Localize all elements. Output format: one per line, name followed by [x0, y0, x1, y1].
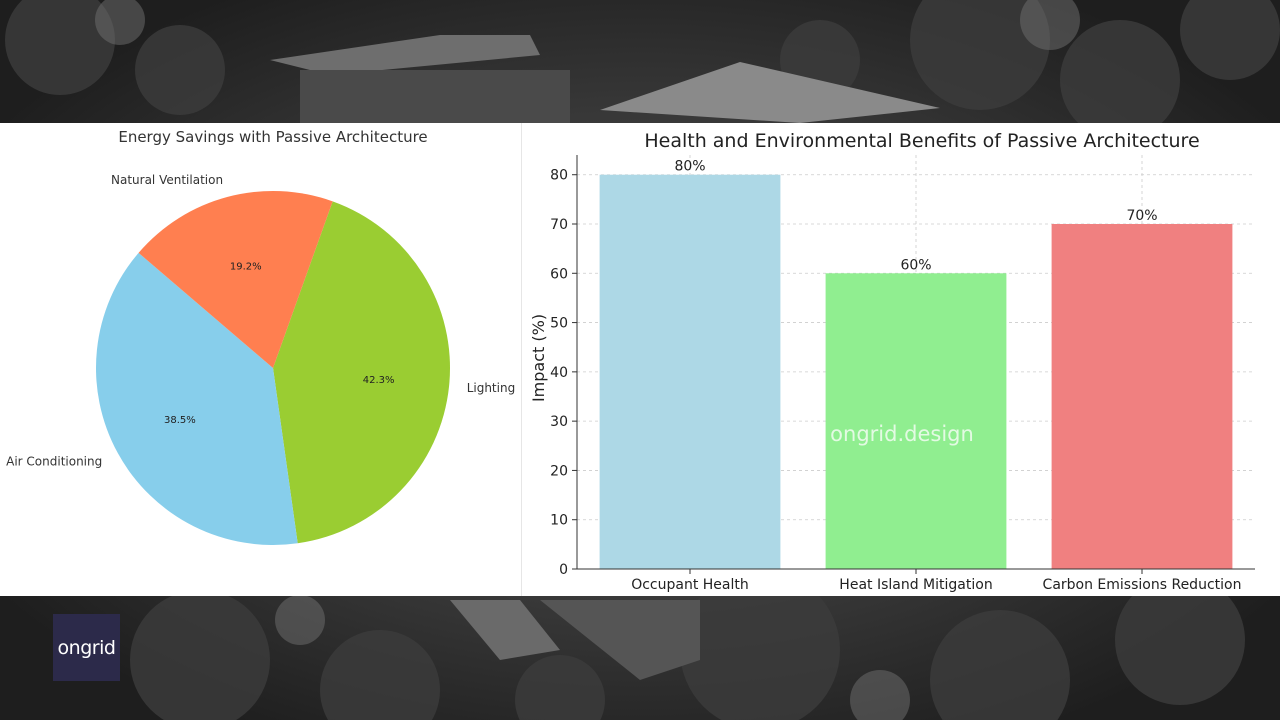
ongrid-logo-text: ongrid [57, 636, 116, 659]
bar-y-tick-label: 20 [550, 463, 568, 479]
bar-y-tick-label: 60 [550, 266, 568, 282]
bar-carbon-emissions-reduction [1051, 224, 1233, 569]
ongrid-logo: ongrid [53, 614, 120, 681]
bar-chart-title: Health and Environmental Benefits of Pas… [644, 130, 1199, 152]
bar-heat-island-mitigation [825, 273, 1007, 569]
bar-y-tick-label: 10 [550, 513, 568, 529]
bar-chart-panel: Health and Environmental Benefits of Pas… [522, 123, 1280, 596]
pie-slice-label: Lighting [467, 381, 516, 395]
bar-y-tick-label: 0 [559, 562, 568, 578]
bar-y-tick-label: 40 [550, 365, 568, 381]
bar-y-tick-label: 30 [550, 414, 568, 430]
pie-slice-label: Air Conditioning [6, 455, 102, 469]
panel-divider [521, 123, 522, 596]
pie-slice-air-conditioning [96, 252, 298, 546]
bar-y-tick-label: 70 [550, 217, 568, 233]
bar-x-tick-label: Heat Island Mitigation [839, 577, 992, 593]
bar-x-tick-label: Carbon Emissions Reduction [1043, 577, 1242, 593]
bar-y-tick-label: 80 [550, 168, 568, 184]
bar-chart-y-axis-label: Impact (%) [529, 314, 548, 402]
bar-x-tick-label: Occupant Health [631, 577, 749, 593]
bar-value-label: 70% [1126, 208, 1157, 224]
bar-chart: Health and Environmental Benefits of Pas… [529, 130, 1255, 593]
pie-slice-lighting [273, 201, 451, 544]
pie-chart-panel: Energy Savings with Passive Architecture… [0, 123, 521, 596]
bar-occupant-health [599, 174, 781, 569]
bar-value-label: 60% [900, 257, 931, 273]
pie-percent-label: 19.2% [230, 261, 262, 272]
pie-percent-label: 38.5% [164, 415, 196, 426]
bar-y-tick-label: 50 [550, 316, 568, 332]
pie-chart-title: Energy Savings with Passive Architecture [118, 128, 427, 146]
pie-chart: Energy Savings with Passive Architecture… [6, 128, 516, 546]
bar-value-label: 80% [674, 159, 705, 175]
bar-chart-watermark: ongrid.design [830, 422, 974, 446]
pie-slice-natural-ventilation [138, 190, 333, 368]
pie-percent-label: 42.3% [363, 375, 395, 386]
pie-slice-label: Natural Ventilation [111, 173, 223, 187]
